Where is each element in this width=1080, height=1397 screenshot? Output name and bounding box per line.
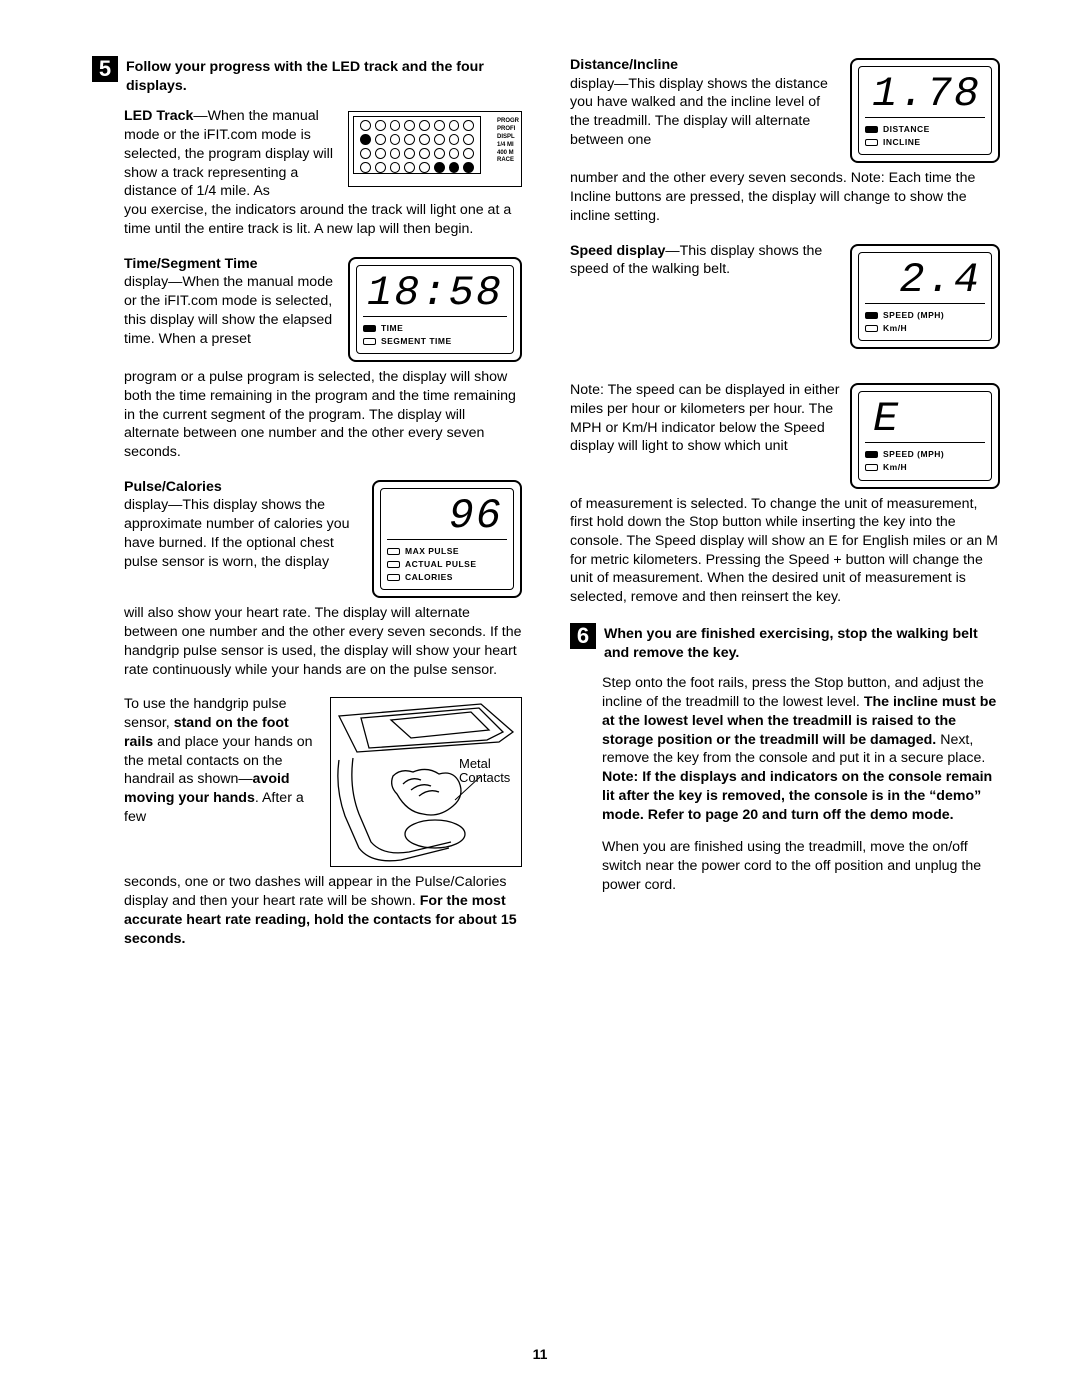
handgrip-section: Metal Contacts To use the handgrip pulse… bbox=[124, 695, 522, 948]
time-segment-section: 18:58 TIME SEGMENT TIME Time/Segment Tim… bbox=[124, 255, 522, 462]
distance-lcd: 1.78 DISTANCE INCLINE bbox=[850, 58, 1000, 163]
speed-note-section: E SPEED (MPH) Km/H Note: The speed can b… bbox=[570, 381, 1000, 607]
time-seg-text-cont: program or a pulse program is selected, … bbox=[124, 368, 522, 462]
right-column: 1.78 DISTANCE INCLINE Distance/Inclinedi… bbox=[570, 56, 1000, 964]
step-6-para2: When you are finished using the treadmil… bbox=[602, 838, 1000, 894]
pulse-lcd: 96 MAX PULSE ACTUAL PULSE CALORIES bbox=[372, 480, 522, 599]
left-column: 5 Follow your progress with the LED trac… bbox=[92, 56, 522, 964]
distance-incline-section: 1.78 DISTANCE INCLINE Distance/Inclinedi… bbox=[570, 56, 1000, 226]
time-lcd-value: 18:58 bbox=[363, 270, 507, 316]
speed-e-lcd-value: E bbox=[865, 396, 985, 442]
led-track-diagram: PROGR PROFI DISPL 1/4 MI 400 M RACE bbox=[348, 111, 522, 187]
speed-note-text-cont: of measurement is selected. To change th… bbox=[570, 495, 1000, 607]
pulse-cal-section: 96 MAX PULSE ACTUAL PULSE CALORIES Pulse… bbox=[124, 478, 522, 680]
step-5-title: Follow your progress with the LED track … bbox=[126, 58, 522, 95]
page-number: 11 bbox=[0, 1345, 1080, 1363]
handgrip-text-cont: seconds, one or two dashes will appear i… bbox=[124, 873, 522, 948]
pulse-lcd-value: 96 bbox=[387, 493, 507, 539]
step-number-box: 5 bbox=[92, 56, 118, 82]
step-6-title: When you are finished exercising, stop t… bbox=[604, 625, 1000, 662]
distance-lcd-value: 1.78 bbox=[865, 71, 985, 117]
speed-lcd-value: 2.4 bbox=[865, 257, 985, 303]
step-6-body: Step onto the foot rails, press the Stop… bbox=[602, 674, 1000, 894]
distance-incline-text-cont: number and the other every seven seconds… bbox=[570, 169, 1000, 225]
speed-lcd: 2.4 SPEED (MPH) Km/H bbox=[850, 244, 1000, 349]
step-number-box: 6 bbox=[570, 623, 596, 649]
handgrip-diagram: Metal Contacts bbox=[330, 697, 522, 867]
manual-page: 5 Follow your progress with the LED trac… bbox=[0, 0, 1080, 1397]
led-track-section: PROGR PROFI DISPL 1/4 MI 400 M RACE LED … bbox=[124, 107, 522, 238]
step-6-para1: Step onto the foot rails, press the Stop… bbox=[602, 674, 1000, 824]
pulse-cal-text-cont: will also show your heart rate. The disp… bbox=[124, 604, 522, 679]
speed-e-lcd: E SPEED (MPH) Km/H bbox=[850, 383, 1000, 488]
track-side-labels: PROGR PROFI DISPL 1/4 MI 400 M RACE bbox=[497, 118, 519, 165]
two-column-layout: 5 Follow your progress with the LED trac… bbox=[92, 56, 1000, 964]
step-6-heading: 6 When you are finished exercising, stop… bbox=[570, 623, 1000, 662]
metal-contacts-callout: Metal Contacts bbox=[459, 756, 511, 785]
step-5-heading: 5 Follow your progress with the LED trac… bbox=[92, 56, 522, 95]
time-lcd: 18:58 TIME SEGMENT TIME bbox=[348, 257, 522, 362]
led-track-text-cont: you exercise, the indicators around the … bbox=[124, 201, 522, 238]
speed-section: 2.4 SPEED (MPH) Km/H Speed display—This … bbox=[570, 242, 1000, 355]
